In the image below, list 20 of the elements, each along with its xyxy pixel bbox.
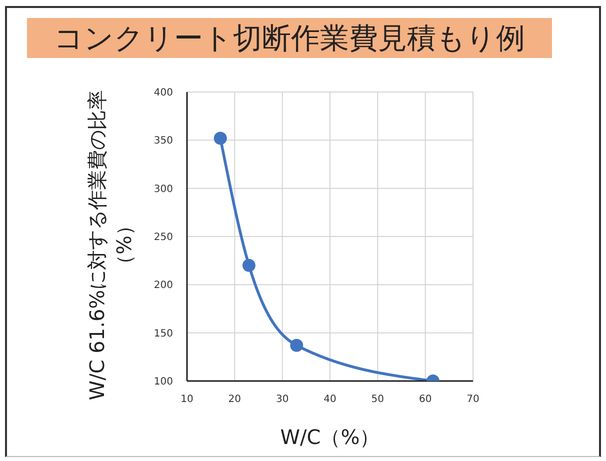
- x-tick-label: 30: [276, 394, 289, 406]
- chart-title: コンクリート切断作業費見積もり例: [27, 18, 552, 58]
- y-tick-label: 250: [154, 232, 173, 244]
- x-tick-label: 40: [324, 394, 336, 406]
- x-tick-label: 60: [418, 394, 432, 406]
- y-tick-label: 150: [154, 328, 173, 340]
- point: [242, 258, 256, 272]
- y-tick-label: 100: [154, 376, 173, 388]
- y-tick-label: 300: [154, 184, 173, 195]
- y-tick-label: 350: [154, 136, 173, 147]
- y-tick-label: 200: [154, 280, 173, 292]
- y-tick-label: 400: [154, 88, 173, 99]
- x-axis-title: W/C（%）: [279, 424, 381, 450]
- x-tick-label: 20: [228, 394, 242, 406]
- y-axis-title: W/C 61.6%に対する作業費の比率（%）: [84, 88, 137, 402]
- x-tick-label: 10: [180, 394, 194, 406]
- x-tick-label: 50: [371, 394, 384, 406]
- x-tick-label: 70: [466, 394, 480, 406]
- point: [290, 338, 304, 352]
- point: [214, 132, 227, 145]
